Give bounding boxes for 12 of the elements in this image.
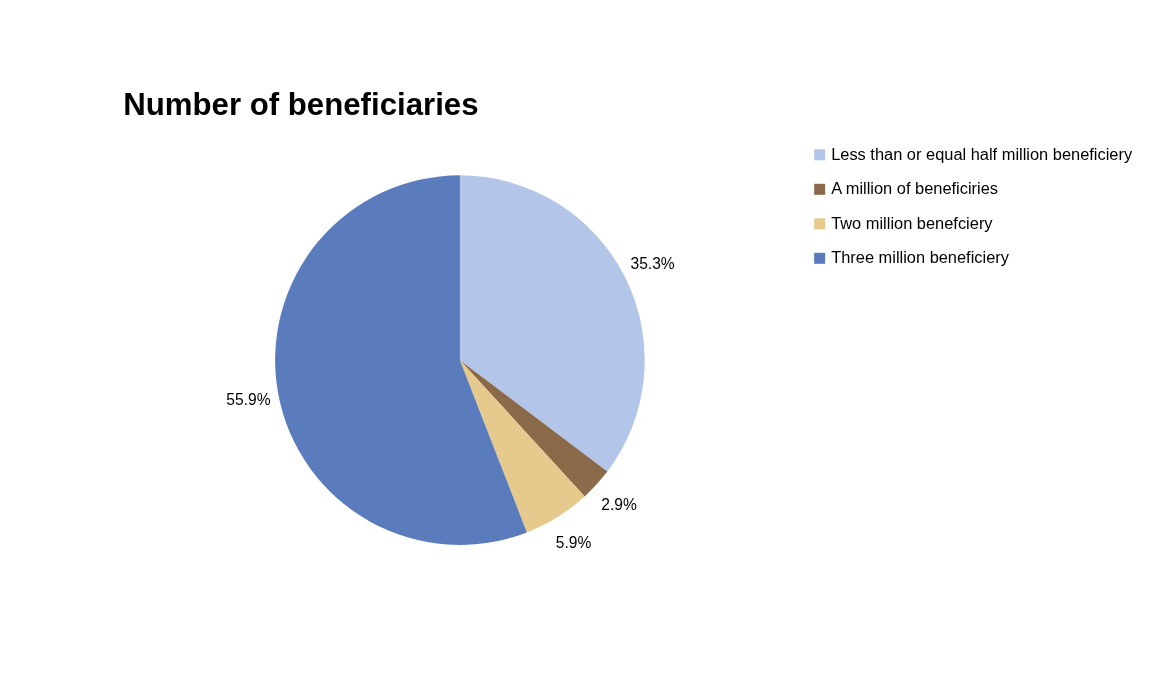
- pie-slice: [459, 360, 608, 497]
- data-label: 5.9%: [555, 533, 592, 551]
- legend-label: Three million beneficiery: [831, 248, 1010, 267]
- data-label: 55.9%: [226, 390, 271, 408]
- data-label: 35.3%: [630, 255, 675, 273]
- data-label: 2.9%: [601, 495, 637, 513]
- pie-slice: [275, 175, 527, 545]
- chart-title: Number of beneficiaries: [123, 87, 479, 123]
- legend-label: Less than or equal half million beneficiery: [831, 144, 1133, 163]
- legend-label: Two million benefciery: [831, 213, 994, 232]
- legend-label: A million of beneficiries: [831, 179, 999, 198]
- pie-slice: [459, 360, 585, 533]
